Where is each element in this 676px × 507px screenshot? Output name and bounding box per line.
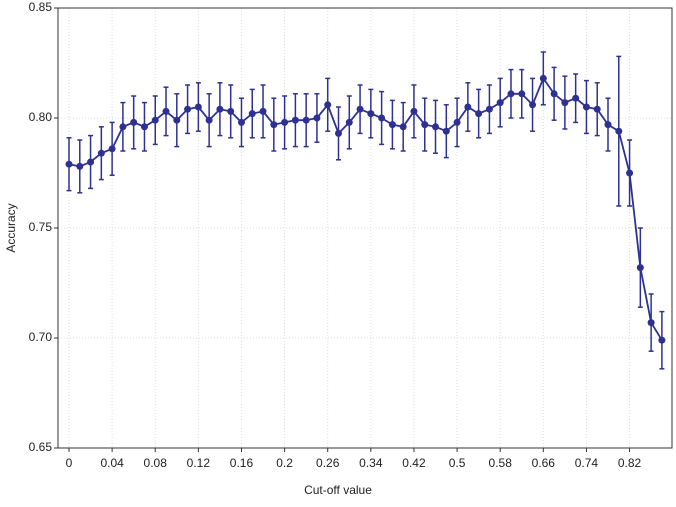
data-point (378, 114, 386, 122)
data-point (399, 123, 407, 131)
data-point (464, 103, 472, 111)
data-point (302, 116, 310, 124)
data-point (539, 74, 547, 82)
data-point (367, 110, 375, 118)
data-point (270, 121, 278, 129)
data-point (194, 103, 202, 111)
data-point (216, 105, 224, 113)
y-axis-label: Accuracy (4, 203, 18, 252)
x-tick-label: 0.66 (532, 456, 556, 470)
data-point (507, 90, 515, 98)
data-point (572, 94, 580, 102)
data-point (453, 118, 461, 126)
data-point (119, 123, 127, 131)
data-point (647, 319, 655, 327)
data-point (518, 90, 526, 98)
data-point (485, 105, 493, 113)
y-tick-label: 0.80 (29, 110, 53, 124)
y-tick-label: 0.70 (29, 330, 53, 344)
data-point (582, 103, 590, 111)
data-point (626, 169, 634, 177)
x-tick-label: 0.04 (100, 456, 124, 470)
data-point (388, 121, 396, 129)
data-point (237, 118, 245, 126)
data-point (442, 127, 450, 135)
data-point (108, 145, 116, 153)
data-point (636, 264, 644, 272)
data-point (227, 107, 235, 115)
data-point (356, 105, 364, 113)
data-point (76, 162, 84, 170)
y-tick-label: 0.65 (29, 440, 53, 454)
series-line (68, 76, 663, 341)
data-point (410, 107, 418, 115)
data-point (550, 90, 558, 98)
plot-frame (57, 7, 673, 449)
data-point (324, 101, 332, 109)
data-point (162, 107, 170, 115)
x-tick-label: 0.58 (489, 456, 513, 470)
x-axis-label: Cut-off value (304, 483, 372, 497)
data-point (259, 107, 267, 115)
data-point (593, 105, 601, 113)
data-point (335, 129, 342, 137)
data-point (658, 336, 666, 344)
data-point (421, 121, 429, 129)
x-tick-label: 0.16 (230, 456, 254, 470)
data-point (97, 149, 105, 157)
x-tick-label: 0 (66, 456, 73, 470)
y-tick-label: 0.85 (29, 0, 53, 14)
x-tick-label: 0.82 (618, 456, 642, 470)
data-point (65, 160, 73, 168)
data-point (184, 105, 192, 113)
x-tick-label: 0.42 (402, 456, 426, 470)
x-tick-label: 0.08 (144, 456, 168, 470)
data-point (604, 121, 612, 129)
x-tick-label: 0.2 (276, 456, 293, 470)
data-point (281, 118, 289, 126)
data-point (87, 158, 95, 166)
x-tick-label: 0.26 (316, 456, 340, 470)
data-point (432, 123, 440, 131)
x-tick-label: 0.34 (359, 456, 383, 470)
data-point (561, 99, 569, 107)
x-tick-label: 0.12 (187, 456, 211, 470)
data-point (615, 127, 623, 135)
data-point (529, 101, 537, 109)
data-point (130, 118, 138, 126)
x-tick-label: 0.5 (449, 456, 466, 470)
data-point (205, 116, 213, 124)
x-tick-label: 0.74 (575, 456, 599, 470)
data-point (345, 118, 353, 126)
data-point (140, 123, 148, 131)
data-point (496, 99, 504, 107)
data-point (248, 110, 256, 118)
y-tick-label: 0.75 (29, 220, 53, 234)
data-point (173, 116, 181, 124)
data-point (291, 116, 299, 124)
data-point (151, 116, 159, 124)
data-point (475, 110, 483, 118)
data-point (313, 114, 321, 122)
